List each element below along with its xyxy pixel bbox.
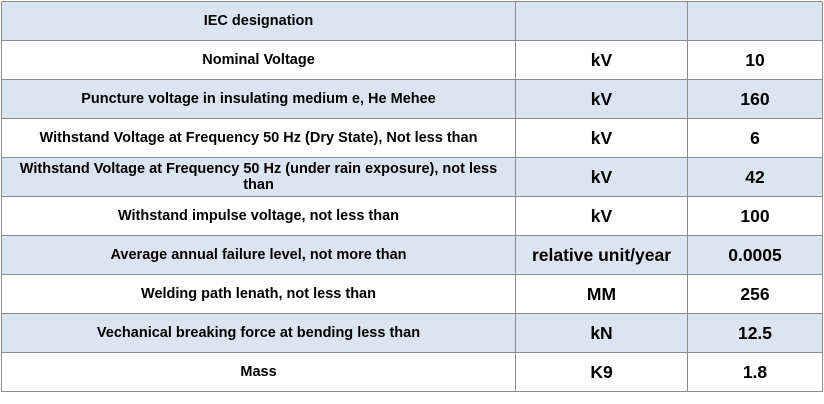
parameter-cell: Mass: [1, 352, 516, 392]
table-row: Welding path lenath, not less than MM 25…: [1, 274, 823, 314]
value-cell: 6: [687, 118, 823, 158]
parameter-cell: Average annual failure level, not more t…: [1, 235, 516, 275]
parameter-cell: IEC designation: [1, 1, 516, 41]
table-row: IEC designation: [1, 1, 823, 41]
unit-cell: kN: [515, 313, 688, 353]
value-cell: 10: [687, 40, 823, 80]
parameter-cell: Withstand Voltage at Frequency 50 Hz (Dr…: [1, 118, 516, 158]
table-row: Nominal Voltage kV 10: [1, 40, 823, 80]
value-cell: 42: [687, 157, 823, 197]
value-cell: 160: [687, 79, 823, 119]
table-row: Vechanical breaking force at bending les…: [1, 313, 823, 353]
parameter-cell: Welding path lenath, not less than: [1, 274, 516, 314]
value-cell: 0.0005: [687, 235, 823, 275]
value-cell: [687, 1, 823, 41]
unit-cell: kV: [515, 196, 688, 236]
parameter-cell: Withstand impulse voltage, not less than: [1, 196, 516, 236]
specifications-table: IEC designation Nominal Voltage kV 10 Pu…: [1, 1, 823, 392]
value-cell: 100: [687, 196, 823, 236]
value-cell: 256: [687, 274, 823, 314]
table-row: Withstand Voltage at Frequency 50 Hz (Dr…: [1, 118, 823, 158]
parameter-cell: Withstand Voltage at Frequency 50 Hz (un…: [1, 157, 516, 197]
unit-cell: relative unit/year: [515, 235, 688, 275]
unit-cell: MM: [515, 274, 688, 314]
unit-cell: kV: [515, 157, 688, 197]
table-row: Withstand impulse voltage, not less than…: [1, 196, 823, 236]
table-row: Withstand Voltage at Frequency 50 Hz (un…: [1, 157, 823, 197]
table-row: Average annual failure level, not more t…: [1, 235, 823, 275]
value-cell: 1.8: [687, 352, 823, 392]
parameter-cell: Puncture voltage in insulating medium e,…: [1, 79, 516, 119]
unit-cell: kV: [515, 40, 688, 80]
parameter-cell: Nominal Voltage: [1, 40, 516, 80]
unit-cell: kV: [515, 79, 688, 119]
parameter-cell: Vechanical breaking force at bending les…: [1, 313, 516, 353]
unit-cell: K9: [515, 352, 688, 392]
unit-cell: kV: [515, 118, 688, 158]
value-cell: 12.5: [687, 313, 823, 353]
table-row: Puncture voltage in insulating medium e,…: [1, 79, 823, 119]
table-row: Mass K9 1.8: [1, 352, 823, 392]
unit-cell: [515, 1, 688, 41]
